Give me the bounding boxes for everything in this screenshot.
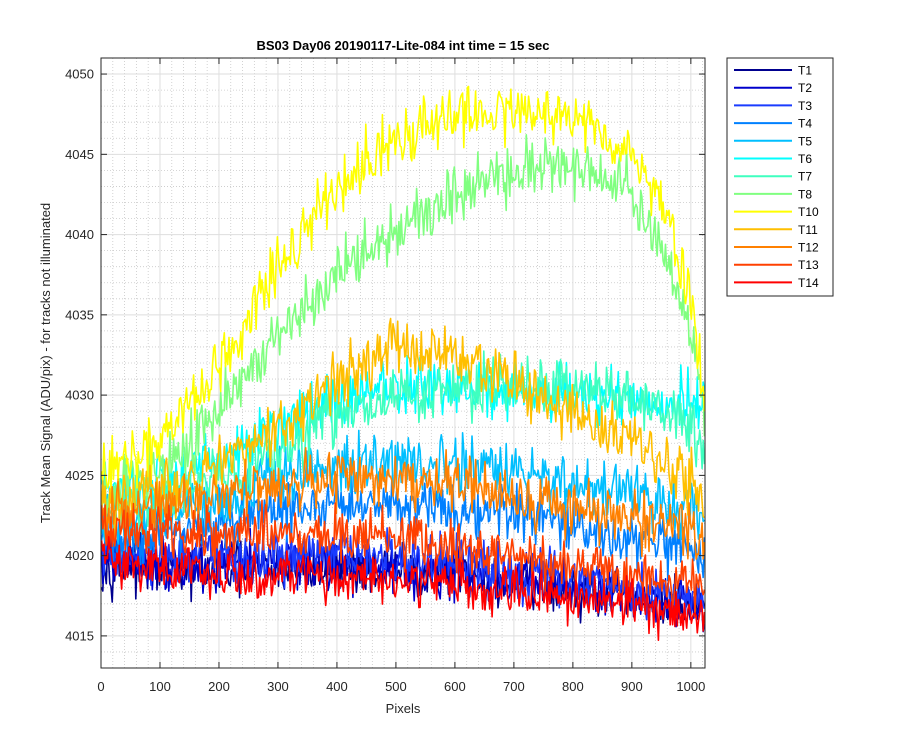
x-tick-label: 700 bbox=[503, 679, 525, 694]
x-tick-label: 900 bbox=[621, 679, 643, 694]
y-tick-label: 4045 bbox=[65, 147, 94, 162]
y-tick-label: 4015 bbox=[65, 628, 94, 643]
legend-label-t4: T4 bbox=[798, 117, 812, 131]
legend-label-t8: T8 bbox=[798, 187, 812, 201]
y-axis: 4015 4020 4025 4030 4035 4040 4045 4050 bbox=[65, 67, 705, 643]
x-tick-label: 0 bbox=[97, 679, 104, 694]
chart-title: BS03 Day06 20190117-Lite-084 int time = … bbox=[256, 38, 549, 53]
x-tick-label: 400 bbox=[326, 679, 348, 694]
legend-label-t11: T11 bbox=[798, 223, 818, 237]
legend-label-t12: T12 bbox=[798, 241, 819, 255]
series-line-t4 bbox=[101, 473, 705, 582]
legend-label-t5: T5 bbox=[798, 134, 812, 148]
x-axis-label: Pixels bbox=[386, 701, 421, 716]
y-tick-label: 4040 bbox=[65, 227, 94, 242]
x-tick-label: 1000 bbox=[676, 679, 705, 694]
series-group bbox=[101, 85, 705, 642]
x-tick-label: 500 bbox=[385, 679, 407, 694]
y-tick-label: 4035 bbox=[65, 307, 94, 322]
legend: T1 T2 T3 T4 T5 T6 T7 T8 T10 T11 T12 T13 T14 bbox=[726, 57, 834, 297]
series-line-t10 bbox=[101, 85, 705, 493]
legend-label-t13: T13 bbox=[798, 258, 819, 272]
plot-frame bbox=[100, 57, 706, 669]
y-tick-label: 4050 bbox=[65, 67, 94, 82]
x-tick-label: 800 bbox=[562, 679, 584, 694]
legend-label-t14: T14 bbox=[798, 276, 819, 290]
series-line-t14 bbox=[101, 535, 705, 642]
legend-label-t3: T3 bbox=[798, 99, 812, 113]
x-axis: 0 100 200 300 400 500 600 700 800 900 1000 bbox=[97, 58, 705, 694]
y-tick-label: 4025 bbox=[65, 468, 94, 483]
series-line-t5 bbox=[101, 429, 705, 546]
series-line-t13 bbox=[101, 499, 705, 618]
y-tick-label: 4020 bbox=[65, 548, 94, 563]
x-tick-label: 600 bbox=[444, 679, 466, 694]
legend-label-t10: T10 bbox=[798, 205, 819, 219]
x-tick-label: 300 bbox=[267, 679, 289, 694]
series-line-t12 bbox=[101, 446, 705, 560]
series-line-t8 bbox=[101, 134, 705, 527]
legend-label-t2: T2 bbox=[798, 81, 812, 95]
legend-label-t7: T7 bbox=[798, 170, 812, 184]
legend-label-t1: T1 bbox=[798, 64, 812, 78]
y-tick-label: 4030 bbox=[65, 388, 94, 403]
legend-label-t6: T6 bbox=[798, 152, 812, 166]
x-tick-label: 200 bbox=[208, 679, 230, 694]
x-tick-label: 100 bbox=[149, 679, 171, 694]
series-line-t11 bbox=[101, 317, 705, 542]
y-axis-label: Track Mean Signal (ADU/pix) - for tracks… bbox=[38, 203, 53, 523]
